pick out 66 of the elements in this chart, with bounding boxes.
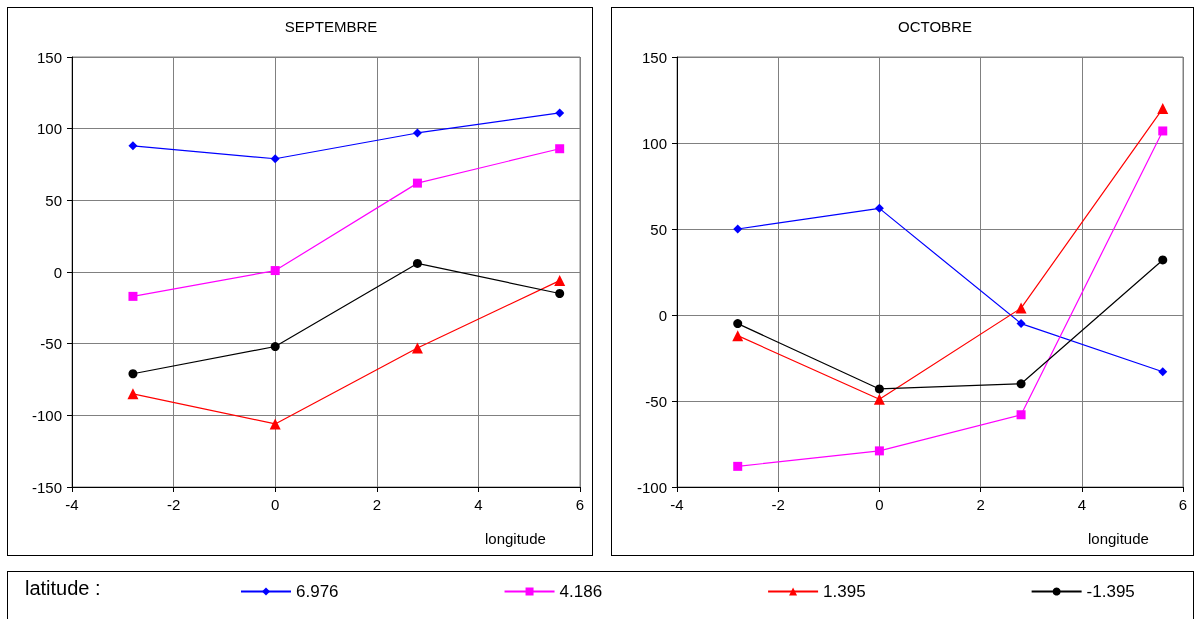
x-tick-label: 6: [1178, 496, 1188, 513]
x-tick-label: 0: [875, 496, 884, 513]
point: [411, 342, 423, 354]
point: [128, 369, 138, 379]
point: [128, 141, 138, 151]
x-tick-label: 4: [1077, 496, 1086, 513]
point: [1158, 367, 1168, 377]
point: [270, 266, 280, 276]
y-tick-label: 150: [641, 48, 667, 66]
legend-label: 1.395: [823, 582, 866, 601]
x-tick-label: 0: [271, 496, 280, 513]
x-tick-label: -4: [65, 496, 79, 513]
point: [1015, 302, 1027, 314]
x-tick-label: 4: [474, 496, 483, 513]
x-tick-label: 2: [976, 496, 985, 513]
y-tick-label: -100: [636, 478, 667, 496]
y-tick-label: 50: [45, 191, 62, 209]
point: [874, 203, 884, 213]
point: [733, 461, 743, 471]
point: [874, 446, 884, 456]
x-axis-title: longitude: [1088, 530, 1149, 547]
y-tick-label: 100: [641, 134, 667, 152]
point: [1016, 379, 1026, 389]
y-tick-label: -150: [31, 478, 62, 496]
point: [270, 342, 280, 352]
point: [555, 108, 565, 118]
legend-label: 4.186: [559, 582, 603, 601]
x-tick-label: 6: [575, 496, 585, 513]
point: [1158, 126, 1168, 136]
y-tick-label: 0: [53, 263, 62, 281]
point: [1157, 103, 1169, 115]
point: [270, 154, 280, 164]
point: [1158, 255, 1168, 265]
x-axis-title: longitude: [485, 530, 546, 547]
point: [269, 418, 281, 430]
point: [555, 144, 565, 154]
legend-label: 6.976: [296, 582, 339, 601]
x-tick-label: -2: [771, 496, 785, 513]
chart-title: OCTOBRE: [898, 18, 972, 35]
point: [412, 128, 422, 138]
y-tick-label: 50: [650, 220, 667, 238]
point: [554, 275, 566, 287]
y-tick-label: -100: [31, 406, 62, 424]
x-tick-label: -2: [166, 496, 181, 513]
y-tick-label: -50: [645, 392, 667, 410]
y-tick-label: 100: [36, 120, 62, 138]
y-tick-label: -50: [40, 335, 62, 353]
y-tick-label: 150: [36, 48, 62, 66]
point: [733, 319, 743, 329]
point: [733, 224, 743, 234]
point: [412, 178, 422, 188]
y-tick-label: 0: [658, 306, 667, 324]
point: [874, 384, 884, 394]
point: [128, 291, 138, 301]
point: [555, 289, 565, 298]
point: [873, 393, 885, 405]
legend-label: -1.395: [1086, 582, 1135, 601]
x-tick-label: -4: [670, 496, 684, 513]
point: [127, 388, 139, 400]
point: [732, 330, 744, 342]
point: [1016, 319, 1026, 329]
chart-title: SEPTEMBRE: [284, 18, 378, 35]
x-tick-label: 2: [372, 496, 381, 513]
point: [412, 258, 422, 268]
point: [1016, 410, 1026, 420]
legend-title: latitude :: [25, 577, 101, 599]
